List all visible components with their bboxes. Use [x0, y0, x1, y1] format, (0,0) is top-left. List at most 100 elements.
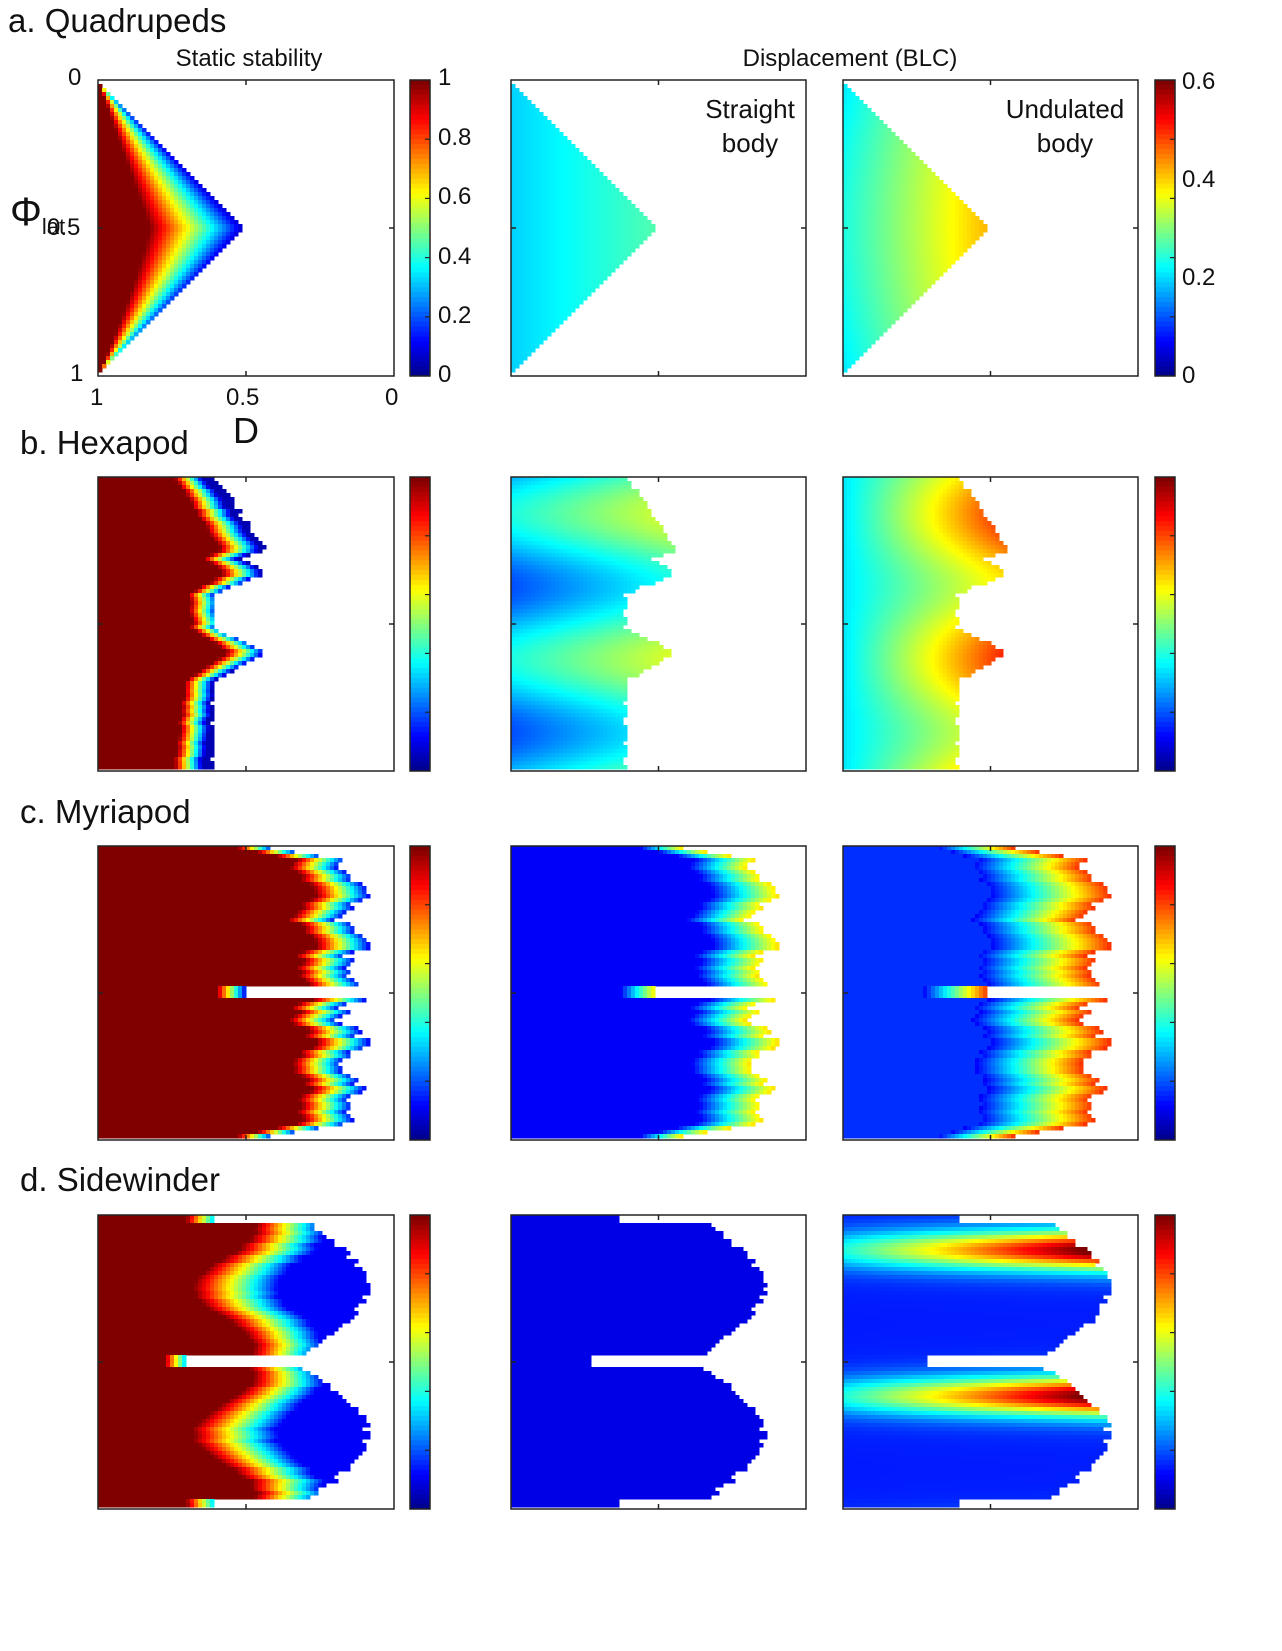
heatmap-cell — [162, 296, 167, 301]
heatmap-cell — [543, 204, 548, 209]
heatmap-cell — [202, 204, 207, 209]
heatmap-cell — [122, 120, 127, 125]
heatmap-cell — [543, 208, 548, 213]
heatmap-cell — [118, 308, 123, 313]
heatmap-cell — [855, 104, 860, 109]
heatmap-cell — [218, 212, 223, 217]
heatmap-cell — [619, 212, 624, 217]
heatmap-cell — [883, 236, 888, 241]
heatmap-cell — [186, 260, 191, 265]
heatmap-cell — [178, 244, 183, 249]
heatmap-cell — [114, 172, 119, 177]
heatmap-cell — [182, 212, 187, 217]
heatmap-cell — [935, 200, 940, 205]
heatmap-cell — [122, 228, 127, 233]
heatmap-cell — [118, 304, 123, 309]
heatmap-cell — [875, 136, 880, 141]
heatmap-cell — [142, 164, 147, 169]
heatmap-cell — [939, 192, 944, 197]
heatmap-cell — [575, 168, 580, 173]
heatmap-cell — [531, 256, 536, 261]
heatmap-cell — [551, 224, 556, 229]
heatmap-cell — [519, 168, 524, 173]
heatmap-cell — [519, 124, 524, 129]
heatmap-cell — [875, 124, 880, 129]
heatmap-cell — [114, 108, 119, 113]
heatmap-cell — [555, 236, 560, 241]
heatmap-cell — [210, 244, 215, 249]
heatmap-cell — [146, 212, 151, 217]
heatmap-cell — [515, 248, 520, 253]
heatmap-cell — [575, 260, 580, 265]
heatmap-cell — [162, 248, 167, 253]
heatmap-cell — [543, 232, 548, 237]
heatmap-cell — [158, 156, 163, 161]
heatmap-cell — [595, 252, 600, 257]
heatmap-cell — [519, 304, 524, 309]
heatmap-cell — [931, 220, 936, 225]
heatmap-cell — [859, 252, 864, 257]
heatmap-cell — [851, 208, 856, 213]
heatmap-cell — [130, 232, 135, 237]
heatmap-cell — [539, 272, 544, 277]
heatmap-cell — [114, 244, 119, 249]
heatmap-cell — [535, 272, 540, 277]
heatmap-cell — [543, 224, 548, 229]
heatmap-cell — [899, 240, 904, 245]
heatmap-cell — [102, 304, 107, 309]
heatmap-cell — [575, 152, 580, 157]
heatmap-cell — [114, 236, 119, 241]
heatmap-cell — [943, 228, 948, 233]
heatmap-cell — [883, 132, 888, 137]
heatmap-cell — [150, 192, 155, 197]
heatmap-cell — [122, 324, 127, 329]
heatmap-cell — [547, 228, 552, 233]
heatmap-cell — [130, 136, 135, 141]
heatmap-cell — [603, 264, 608, 269]
heatmap-cell — [138, 136, 143, 141]
heatmap-cell — [174, 284, 179, 289]
heatmap-cell — [134, 276, 139, 281]
heatmap-cell — [114, 304, 119, 309]
heatmap-cell — [627, 244, 632, 249]
heatmap-cell — [118, 328, 123, 333]
heatmap-cell — [531, 348, 536, 353]
heatmap-cell — [875, 204, 880, 209]
heatmap-cell — [527, 176, 532, 181]
heatmap-cell — [170, 260, 175, 265]
heatmap-cell — [611, 260, 616, 265]
heatmap-cell — [583, 156, 588, 161]
heatmap-cell — [162, 300, 167, 305]
heatmap-cell — [126, 324, 131, 329]
heatmap-cell — [539, 320, 544, 325]
heatmap-cell — [523, 344, 528, 349]
heatmap-cell — [971, 232, 976, 237]
heatmap-cell — [563, 212, 568, 217]
heatmap-cell — [603, 240, 608, 245]
heatmap-cell — [891, 140, 896, 145]
heatmap-cell — [875, 192, 880, 197]
heatmap-cell — [539, 300, 544, 305]
heatmap-cell — [919, 248, 924, 253]
heatmap-cell — [907, 164, 912, 169]
heatmap-cell — [871, 236, 876, 241]
heatmap-cell — [563, 188, 568, 193]
heatmap-cell — [158, 188, 163, 193]
heatmap-cell — [122, 260, 127, 265]
heatmap-cell — [150, 216, 155, 221]
heatmap-cell — [527, 308, 532, 313]
heatmap-cell — [959, 236, 964, 241]
heatmap-cell — [102, 96, 107, 101]
heatmap-cell — [146, 300, 151, 305]
heatmap-cell — [527, 228, 532, 233]
heatmap-cell — [194, 272, 199, 277]
heatmap-cell — [951, 216, 956, 221]
heatmap-cell — [555, 300, 560, 305]
heatmap-cell — [603, 248, 608, 253]
heatmap-cell — [555, 156, 560, 161]
heatmap-cell — [190, 256, 195, 261]
heatmap-cell — [102, 208, 107, 213]
heatmap-cell — [911, 232, 916, 237]
heatmap-cell — [102, 168, 107, 173]
heatmap-cell — [543, 132, 548, 137]
